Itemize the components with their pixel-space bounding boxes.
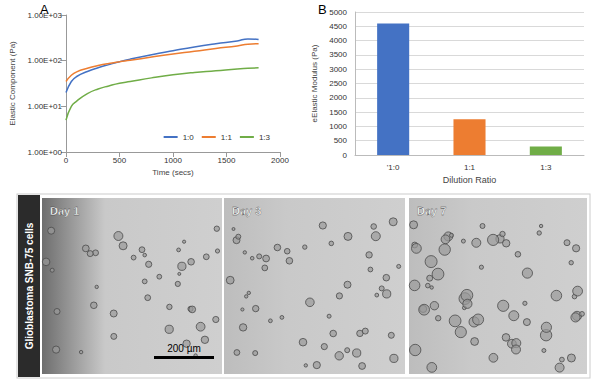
svg-text:2500: 2500: [329, 79, 347, 88]
svg-text:5000: 5000: [329, 8, 347, 17]
svg-text:1:3: 1:3: [259, 133, 271, 142]
svg-text:3000: 3000: [329, 65, 347, 74]
svg-text:Elastic Component (Pa): Elastic Component (Pa): [8, 41, 17, 126]
svg-text:500: 500: [334, 136, 348, 145]
svg-text:Day 3: Day 3: [232, 205, 261, 217]
svg-text:0: 0: [64, 156, 69, 165]
svg-text:1000: 1000: [164, 156, 182, 165]
svg-text:1.00E+00: 1.00E+00: [28, 148, 63, 157]
svg-text:1:0: 1:0: [183, 133, 195, 142]
svg-text:1.00E+02: 1.00E+02: [28, 56, 63, 65]
svg-text:1500: 1500: [218, 156, 236, 165]
svg-text:Time (secs): Time (secs): [152, 168, 194, 177]
svg-text:500: 500: [113, 156, 127, 165]
svg-text:1.00E+01: 1.00E+01: [28, 102, 63, 111]
svg-text:eElastic Modulus (Pa): eElastic Modulus (Pa): [310, 44, 319, 122]
svg-text:'1:0: '1:0: [387, 163, 400, 172]
svg-text:1:1: 1:1: [221, 133, 233, 142]
svg-text:Dilution Ratio: Dilution Ratio: [443, 175, 497, 185]
svg-text:1000: 1000: [329, 122, 347, 131]
svg-text:Day 7: Day 7: [417, 205, 446, 217]
svg-text:1500: 1500: [329, 108, 347, 117]
svg-text:0: 0: [343, 151, 348, 160]
svg-text:4500: 4500: [329, 22, 347, 31]
svg-text:200 µm: 200 µm: [167, 343, 201, 354]
svg-text:Day 1: Day 1: [50, 205, 79, 217]
svg-text:3500: 3500: [329, 50, 347, 59]
svg-text:1:1: 1:1: [464, 163, 476, 172]
svg-text:2000: 2000: [271, 156, 289, 165]
svg-text:2000: 2000: [329, 93, 347, 102]
svg-text:1:3: 1:3: [540, 163, 552, 172]
svg-text:4000: 4000: [329, 36, 347, 45]
svg-text:Glioblastoma SNB-75 cells: Glioblastoma SNB-75 cells: [24, 222, 35, 349]
